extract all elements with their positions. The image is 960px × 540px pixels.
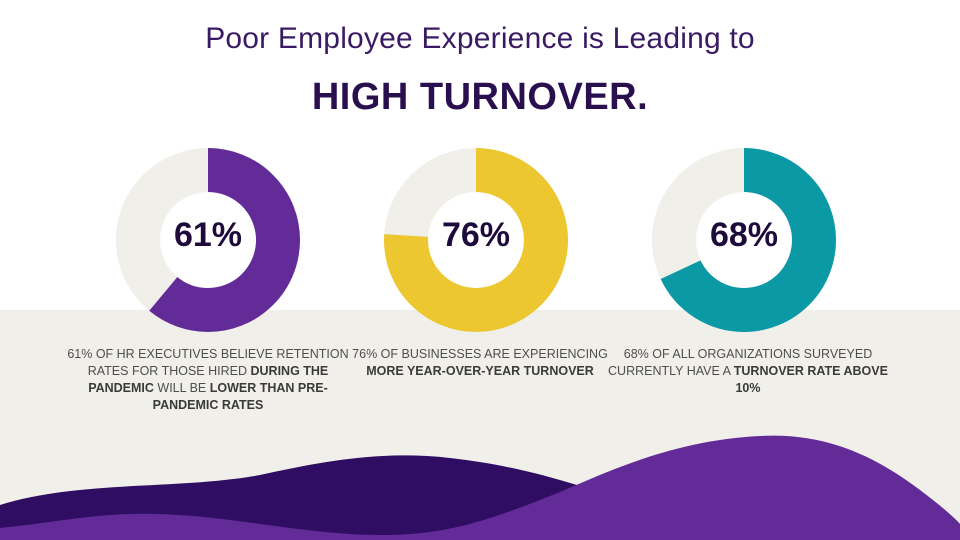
caption-segment: 76% of businesses are experiencing (352, 347, 608, 361)
page-subtitle: Poor Employee Experience is Leading to (205, 22, 755, 55)
donut-arc-2 (384, 148, 568, 332)
caption-segment: turnover rate above 10% (733, 364, 888, 395)
caption-3: 68% of all organizations surveyed curren… (604, 346, 892, 397)
caption-segment: will be (153, 381, 210, 395)
caption-segment: during the pandemic (88, 364, 329, 395)
caption-segment: 61% of HR executives believe retention r… (67, 347, 349, 378)
wave-mid (0, 435, 960, 540)
donut-svg-2 (384, 148, 568, 332)
donut-chart-1: 61% (110, 142, 306, 338)
donut-value-label-2: 76% (441, 216, 511, 254)
title-block: Poor Employee Experience is Leading to H… (0, 22, 960, 119)
donut-value-label-3: 68% (709, 216, 779, 254)
donut-svg-3 (652, 148, 836, 332)
caption-segment: 68% of all organizations surveyed curren… (608, 347, 873, 378)
donut-arc-1 (116, 148, 300, 332)
caption-1: 61% of HR executives believe retention r… (63, 346, 353, 414)
page-title: HIGH TURNOVER. (311, 76, 649, 118)
donut-arc-3 (652, 148, 836, 332)
decorative-waves (0, 435, 960, 540)
donut-svg-1 (116, 148, 300, 332)
donut-chart-2: 76% (378, 142, 574, 338)
caption-segment: lower than pre-pandemic rates (152, 381, 328, 412)
caption-segment: more year-over-year turnover (366, 364, 594, 378)
donut-value-label-1: 61% (173, 216, 243, 254)
donut-chart-3: 68% (646, 142, 842, 338)
caption-2: 76% of businesses are experiencing more … (336, 346, 624, 380)
